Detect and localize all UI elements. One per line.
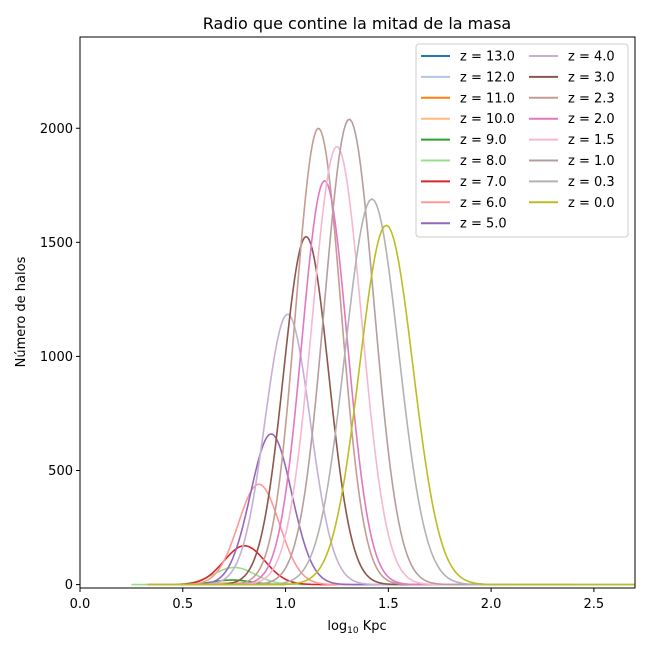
legend: z = 13.0 z = 12.0 z = 11.0 z = 10.0 z = 9.0 z… bbox=[415, 43, 629, 238]
series-line-z-6-0 bbox=[147, 483, 368, 586]
y-tick-label: 0 bbox=[65, 578, 73, 593]
x-tick-label: 1.5 bbox=[378, 597, 399, 612]
y-axis: 0 500 1000 1500 2000 bbox=[40, 122, 80, 593]
legend-entry: z = 1.5 bbox=[568, 133, 615, 148]
legend-entry: z = 9.0 bbox=[460, 133, 507, 148]
legend-entry: z = 1.0 bbox=[568, 154, 615, 169]
x-axis-label-main: log bbox=[327, 619, 347, 634]
series-layer bbox=[131, 118, 635, 586]
legend-entry: z = 13.0 bbox=[460, 50, 515, 65]
y-tick-label: 1000 bbox=[40, 350, 73, 365]
legend-entry: z = 0.0 bbox=[568, 196, 615, 211]
x-axis: 0.0 0.5 1.0 1.5 2.0 2.5 bbox=[70, 588, 605, 612]
legend-entry: z = 11.0 bbox=[460, 91, 515, 106]
series-line-z-0-3 bbox=[147, 198, 635, 586]
x-tick-label: 0.0 bbox=[70, 597, 91, 612]
series-line-z-0-0 bbox=[147, 224, 635, 586]
x-axis-label: log10 Kpc bbox=[327, 619, 386, 636]
chart-title: Radio que contine la mitad de la masa bbox=[203, 14, 511, 33]
legend-entry: z = 2.3 bbox=[568, 91, 615, 106]
legend-entry: z = 0.3 bbox=[568, 175, 615, 190]
legend-entry: z = 7.0 bbox=[460, 175, 507, 190]
y-tick-label: 500 bbox=[48, 464, 73, 479]
x-tick-label: 0.5 bbox=[172, 597, 193, 612]
series-line-z-5-0 bbox=[147, 433, 409, 586]
legend-entry: z = 5.0 bbox=[460, 217, 507, 232]
legend-box bbox=[415, 43, 629, 238]
legend-entry: z = 12.0 bbox=[460, 70, 515, 85]
legend-entry: z = 4.0 bbox=[568, 50, 615, 65]
x-tick-label: 2.0 bbox=[481, 597, 502, 612]
legend-entry: z = 6.0 bbox=[460, 196, 507, 211]
legend-entry: z = 8.0 bbox=[460, 154, 507, 169]
legend-entry: z = 10.0 bbox=[460, 112, 515, 127]
y-tick-label: 2000 bbox=[40, 122, 73, 137]
x-tick-label: 1.0 bbox=[275, 597, 296, 612]
y-axis-label: Número de halos bbox=[14, 256, 29, 367]
x-axis-label-unit: Kpc bbox=[359, 619, 387, 634]
y-tick-label: 1500 bbox=[40, 236, 73, 251]
plot-frame bbox=[79, 36, 636, 589]
legend-entry: z = 2.0 bbox=[568, 112, 615, 127]
legend-entry: z = 3.0 bbox=[568, 70, 615, 85]
x-tick-label: 2.5 bbox=[584, 597, 605, 612]
x-axis-label-subscript: 10 bbox=[347, 626, 359, 636]
